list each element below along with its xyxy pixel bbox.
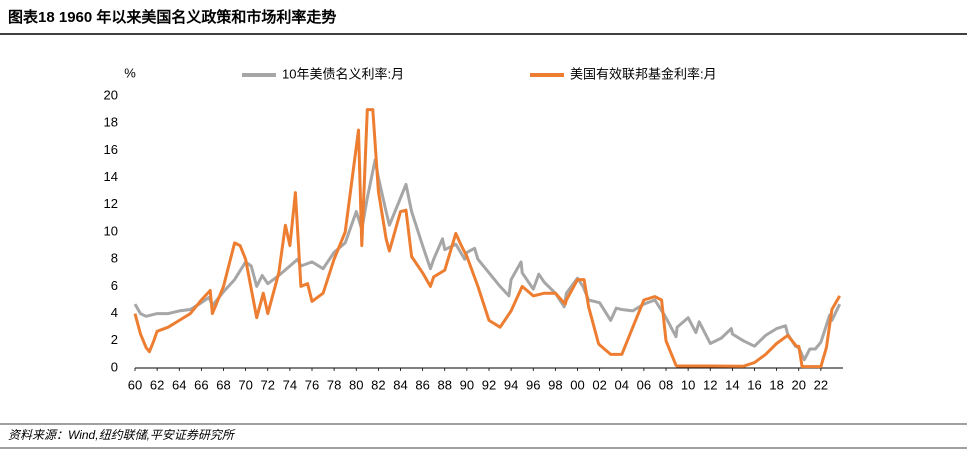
x-tick-label: 72 — [261, 377, 275, 392]
y-unit: % — [124, 65, 136, 80]
x-tick-label: 68 — [216, 377, 230, 392]
y-tick-label: 4 — [111, 305, 118, 320]
y-tick-label: 12 — [104, 196, 118, 211]
series-line — [133, 108, 842, 369]
x-tick-label: 00 — [570, 377, 584, 392]
legend-label: 美国有效联邦基金利率:月 — [570, 66, 717, 81]
source-note: 资料来源：Wind,纽约联储,平安证券研究所 — [8, 428, 236, 442]
y-tick-label: 6 — [111, 278, 118, 293]
x-tick-label: 76 — [305, 377, 319, 392]
y-tick-label: 8 — [111, 251, 118, 266]
x-tick-label: 16 — [747, 377, 761, 392]
chart-title: 图表18 1960 年以来美国名义政策和市场利率走势 — [8, 8, 336, 26]
y-tick-label: 10 — [104, 223, 118, 238]
x-tick-label: 62 — [150, 377, 164, 392]
y-tick-label: 2 — [111, 332, 118, 347]
x-tick-label: 60 — [128, 377, 142, 392]
y-tick-label: 14 — [104, 169, 118, 184]
x-tick-label: 06 — [637, 377, 651, 392]
x-tick-label: 82 — [371, 377, 385, 392]
x-tick-label: 14 — [725, 377, 739, 392]
x-tick-label: 08 — [659, 377, 673, 392]
x-tick-label: 78 — [327, 377, 341, 392]
x-tick-label: 98 — [548, 377, 562, 392]
x-tick-label: 70 — [238, 377, 252, 392]
x-tick-label: 66 — [194, 377, 208, 392]
x-tick-label: 18 — [769, 377, 783, 392]
x-tick-label: 04 — [615, 377, 629, 392]
x-tick-label: 90 — [460, 377, 474, 392]
x-tick-label: 80 — [349, 377, 363, 392]
x-tick-label: 96 — [526, 377, 540, 392]
x-tick-label: 86 — [415, 377, 429, 392]
x-tick-label: 22 — [814, 377, 828, 392]
x-tick-label: 84 — [393, 377, 407, 392]
x-tick-label: 94 — [504, 377, 518, 392]
x-tick-label: 12 — [703, 377, 717, 392]
x-tick-label: 02 — [592, 377, 606, 392]
x-tick-label: 88 — [438, 377, 452, 392]
x-tick-label: 20 — [792, 377, 806, 392]
legend-label: 10年美债名义利率:月 — [282, 66, 404, 81]
x-tick-label: 92 — [482, 377, 496, 392]
x-tick-label: 74 — [283, 377, 297, 392]
y-tick-label: 16 — [104, 142, 118, 157]
x-tick-label: 10 — [681, 377, 695, 392]
y-tick-label: 20 — [104, 87, 118, 102]
series-line — [133, 158, 842, 362]
y-tick-label: 0 — [111, 359, 118, 374]
y-tick-label: 18 — [104, 115, 118, 130]
x-tick-label: 64 — [172, 377, 186, 392]
